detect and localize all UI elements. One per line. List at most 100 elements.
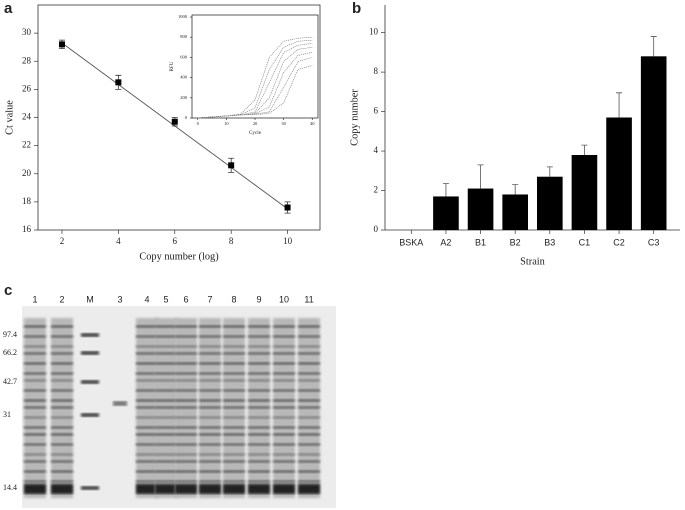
x-tick-label: C2 [613, 237, 625, 247]
gel-band [24, 372, 46, 375]
gel-band [113, 401, 127, 406]
x-tick-label: 0 [197, 121, 200, 126]
x-tick-label: 30 [281, 121, 286, 126]
gel-band [24, 416, 46, 419]
y-tick-label: 8 [374, 66, 379, 76]
gel-band [136, 379, 158, 382]
gel-band [136, 362, 158, 365]
gel-band [175, 389, 197, 392]
gel-band [273, 345, 295, 348]
y-tick-label: 22 [22, 140, 31, 150]
gel-image [22, 306, 336, 508]
gel-band [81, 333, 99, 337]
gel-band [155, 443, 177, 446]
gel-band [155, 480, 177, 483]
gel-band [155, 399, 177, 402]
gel-band [199, 389, 221, 392]
bar [502, 194, 528, 230]
x-tick-label: 20 [253, 121, 258, 126]
gel-band [223, 352, 245, 355]
gel-band [273, 484, 295, 494]
gel-band [24, 345, 46, 348]
gel-band [298, 352, 320, 355]
plot-frame [191, 14, 319, 119]
gel-band [51, 460, 73, 463]
lane-label: M [86, 294, 94, 304]
gel-band [298, 480, 320, 483]
gel-band [175, 453, 197, 456]
y-tick-label: 600 [180, 54, 188, 59]
x-tick-label: 8 [229, 236, 234, 246]
gel-band [298, 433, 320, 436]
gel-band [51, 406, 73, 409]
gel-band [155, 372, 177, 375]
x-tick-label: B1 [475, 237, 486, 247]
gel-band [273, 325, 295, 328]
error-bar [442, 183, 449, 197]
gel-band [223, 426, 245, 429]
gel-band [298, 470, 320, 473]
gel-band [273, 372, 295, 375]
y-tick-label: 800 [180, 34, 188, 39]
gel-band [155, 426, 177, 429]
gel-band [199, 470, 221, 473]
gel-band [199, 379, 221, 382]
y-tick-label: 2 [374, 185, 379, 195]
gel-band [136, 453, 158, 456]
gel-band [248, 399, 270, 402]
y-tick-label: 10 [369, 27, 379, 37]
y-tick-label: 26 [22, 83, 32, 93]
gel-band [248, 389, 270, 392]
gel-band [223, 399, 245, 402]
gel-band [199, 433, 221, 436]
gel-band [298, 389, 320, 392]
y-axis-title: Ct value [4, 100, 15, 135]
gel-band [175, 362, 197, 365]
gel-band [175, 484, 197, 494]
gel-band [175, 426, 197, 429]
y-tick-label: 18 [22, 196, 32, 206]
gel-band [175, 379, 197, 382]
x-tick-label: 10 [224, 121, 229, 126]
gel-band [273, 399, 295, 402]
gel-band [248, 325, 270, 328]
gel-band [223, 470, 245, 473]
gel-band [223, 345, 245, 348]
gel-band [24, 362, 46, 365]
gel-band [199, 362, 221, 365]
gel-band [136, 345, 158, 348]
gel-band [81, 486, 99, 490]
gel-band [248, 433, 270, 436]
gel-band [223, 433, 245, 436]
x-axis-title: Copy number (log) [139, 251, 218, 262]
lane-label: 2 [59, 294, 64, 304]
gel-band [298, 443, 320, 446]
gel-band [51, 443, 73, 446]
gel-band [51, 352, 73, 355]
gel-band [155, 325, 177, 328]
gel-band [175, 406, 197, 409]
gel-band [51, 379, 73, 382]
gel-band [155, 389, 177, 392]
gel-band [51, 325, 73, 328]
gel-band [199, 480, 221, 483]
gel-band [136, 443, 158, 446]
gel-band [199, 372, 221, 375]
y-tick-label: 30 [22, 27, 32, 37]
gel-band [223, 453, 245, 456]
error-bar [650, 36, 657, 57]
x-tick-label: C1 [579, 237, 591, 247]
y-axis-title: RFU [169, 61, 175, 71]
gel-band [51, 362, 73, 365]
gel-band [155, 433, 177, 436]
gel-band [81, 413, 99, 417]
lane-label: 10 [279, 294, 289, 304]
gel-band [24, 335, 46, 338]
gel-band [175, 335, 197, 338]
gel-band [223, 362, 245, 365]
gel-band [24, 389, 46, 392]
gel-band [199, 325, 221, 328]
gel-band [199, 352, 221, 355]
x-tick-label: 4 [116, 236, 121, 246]
gel-band [24, 470, 46, 473]
